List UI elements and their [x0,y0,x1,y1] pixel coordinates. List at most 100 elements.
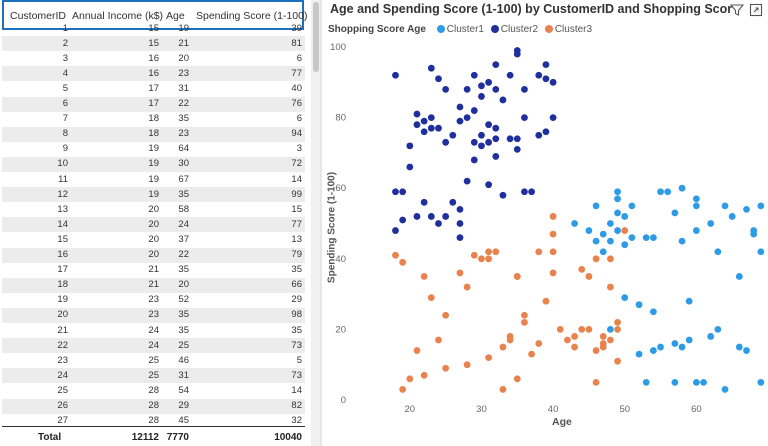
legend-label-cluster1[interactable]: Cluster1 [446,24,484,35]
data-point-cluster3[interactable] [607,283,614,291]
table-row[interactable]: 21 24 35 35 [2,323,305,338]
data-point-cluster3[interactable] [549,213,557,220]
data-point-cluster2[interactable] [442,213,450,220]
table-row[interactable]: 11 19 67 14 [2,172,305,187]
data-point-cluster2[interactable] [492,135,500,143]
table-header[interactable]: CustomerID Annual Income (k$) Age Spendi… [2,0,308,30]
table-row[interactable]: 24 25 31 73 [2,368,305,384]
data-point-cluster2[interactable] [420,117,428,125]
data-point-cluster1[interactable] [692,202,700,210]
data-point-cluster2[interactable] [478,93,485,100]
data-point-cluster3[interactable] [399,386,407,393]
data-point-cluster1[interactable] [599,248,607,256]
col-header-spending-score[interactable]: Spending Score (1-100) [196,10,308,22]
data-point-cluster3[interactable] [542,297,550,305]
data-point-cluster2[interactable] [456,205,464,213]
table-scrollbar-thumb[interactable] [313,2,319,72]
data-point-cluster3[interactable] [535,248,543,256]
data-point-cluster2[interactable] [470,138,478,146]
table-row[interactable]: 5 17 31 40 [2,81,305,96]
data-point-cluster2[interactable] [442,85,450,93]
data-point-cluster2[interactable] [420,198,428,206]
data-point-cluster2[interactable] [392,227,399,234]
data-point-cluster1[interactable] [649,308,657,316]
data-point-cluster1[interactable] [721,202,729,210]
data-point-cluster2[interactable] [521,114,528,121]
data-point-cluster3[interactable] [571,333,578,340]
data-point-cluster1[interactable] [607,220,614,227]
data-point-cluster3[interactable] [614,318,621,326]
table-row[interactable]: 3 16 20 6 [2,51,305,66]
data-point-cluster3[interactable] [435,336,442,344]
data-point-cluster2[interactable] [485,138,493,146]
table-scrollbar[interactable] [311,0,320,446]
data-point-cluster1[interactable] [728,213,736,220]
data-point-cluster1[interactable] [757,202,765,210]
data-point-cluster2[interactable] [463,85,471,93]
data-point-cluster3[interactable] [564,336,571,344]
data-point-cluster2[interactable] [406,142,414,150]
data-point-cluster2[interactable] [456,220,464,227]
data-point-cluster1[interactable] [714,248,722,256]
data-point-cluster3[interactable] [399,258,407,266]
data-point-cluster3[interactable] [556,326,564,333]
data-point-cluster2[interactable] [535,131,543,139]
table-row[interactable]: 12 19 35 99 [2,187,305,203]
data-point-cluster1[interactable] [678,343,686,351]
data-point-cluster1[interactable] [649,234,657,242]
data-point-cluster2[interactable] [435,124,442,132]
table-row[interactable]: 10 19 30 72 [2,156,305,172]
data-point-cluster2[interactable] [456,117,464,125]
data-point-cluster1[interactable] [685,336,693,344]
data-point-cluster1[interactable] [671,378,679,386]
data-point-cluster3[interactable] [406,375,414,383]
data-point-cluster2[interactable] [478,82,485,90]
data-point-cluster2[interactable] [427,213,435,220]
data-point-cluster3[interactable] [585,273,593,280]
data-point-cluster1[interactable] [614,188,621,196]
data-point-cluster3[interactable] [513,273,521,280]
data-point-cluster3[interactable] [585,326,593,333]
table-row[interactable]: 22 24 25 73 [2,338,305,354]
data-point-cluster3[interactable] [442,364,450,372]
data-point-cluster1[interactable] [678,237,686,245]
col-header-age[interactable]: Age [166,10,185,22]
data-point-cluster3[interactable] [592,347,600,354]
table-row[interactable]: 20 23 35 98 [2,307,305,323]
data-point-cluster3[interactable] [499,386,507,393]
data-point-cluster1[interactable] [614,209,621,217]
data-point-cluster1[interactable] [592,237,600,245]
table-row[interactable]: 14 20 24 77 [2,217,305,233]
data-point-cluster1[interactable] [599,230,607,238]
data-point-cluster1[interactable] [757,378,765,386]
data-point-cluster3[interactable] [492,248,500,256]
data-point-cluster2[interactable] [535,71,543,79]
table-row[interactable]: 13 20 58 15 [2,202,305,217]
data-point-cluster2[interactable] [478,142,485,150]
data-point-cluster3[interactable] [470,251,478,259]
data-point-cluster2[interactable] [513,145,521,153]
data-point-cluster1[interactable] [743,347,750,354]
col-header-annual-income[interactable]: Annual Income (k$) [72,10,164,22]
data-point-cluster2[interactable] [449,131,457,139]
data-point-cluster2[interactable] [499,96,507,104]
table-row[interactable]: 25 28 54 14 [2,383,305,398]
data-point-cluster2[interactable] [492,153,500,160]
data-point-cluster1[interactable] [621,294,629,302]
data-point-cluster3[interactable] [599,343,607,351]
data-point-cluster2[interactable] [470,107,478,114]
data-point-cluster1[interactable] [642,234,650,242]
filter-icon[interactable] [730,3,744,17]
data-point-cluster2[interactable] [427,114,435,121]
data-point-cluster1[interactable] [721,386,729,393]
data-point-cluster3[interactable] [535,340,543,347]
data-point-cluster2[interactable] [521,85,528,93]
data-point-cluster1[interactable] [621,213,629,220]
data-point-cluster3[interactable] [499,343,507,351]
data-point-cluster1[interactable] [735,343,743,351]
data-point-cluster2[interactable] [492,85,500,93]
data-point-cluster3[interactable] [578,265,586,273]
data-point-cluster2[interactable] [542,61,550,69]
data-point-cluster1[interactable] [657,343,664,351]
data-point-cluster2[interactable] [470,156,478,164]
